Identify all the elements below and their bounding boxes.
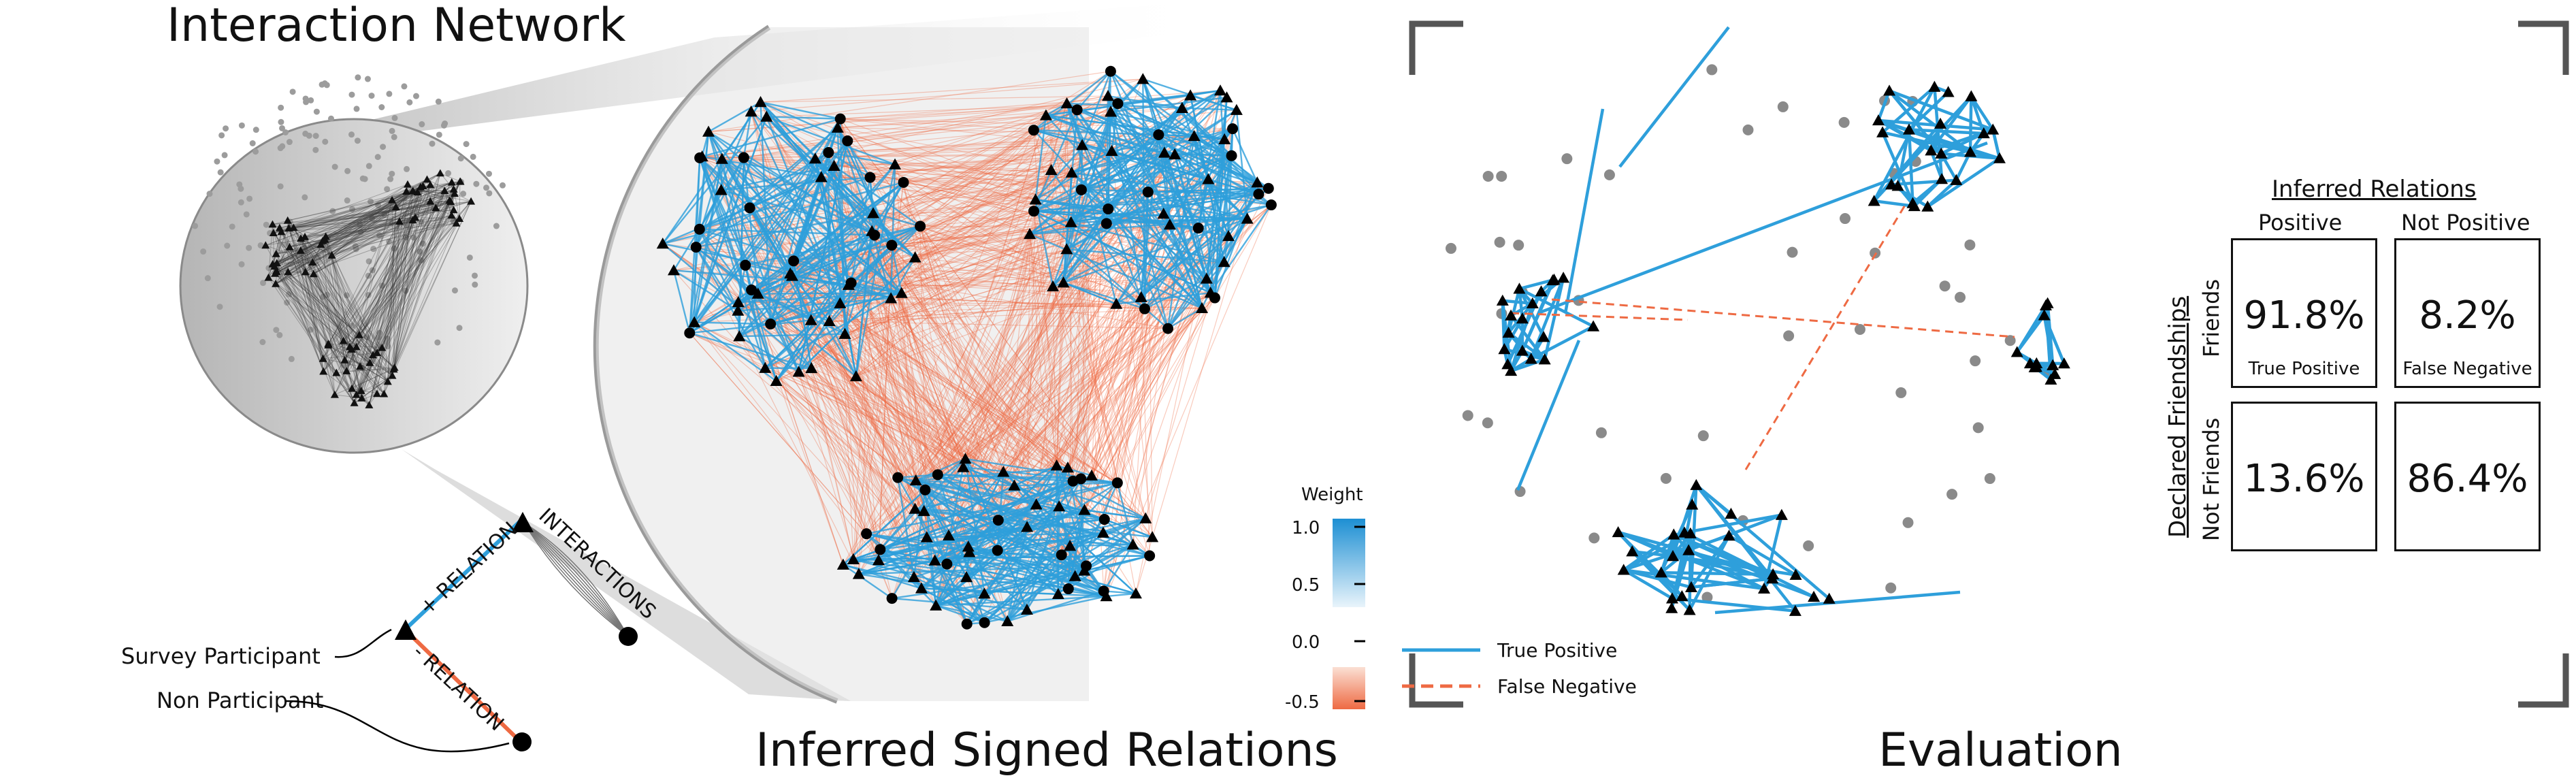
- matrix-col-positive: Positive: [2258, 210, 2343, 236]
- matrix-cell-true-positive: 91.8% True Positive: [2231, 238, 2377, 388]
- interaction-network-graph: [179, 74, 529, 454]
- evaluation-frame: [1409, 20, 2569, 708]
- weight-tick-05: 0.5: [1292, 575, 1320, 596]
- survey-participant-triangle: [395, 619, 417, 640]
- matrix-top-title: Inferred Relations: [2272, 176, 2477, 203]
- inferred-network-graph: [593, 25, 1277, 704]
- matrix-cell-not-friends-not-positive: 86.4%: [2394, 402, 2541, 551]
- weight-legend: Weight 1.0 0.5 0.0 -0.5: [1285, 485, 1365, 713]
- interaction-node-circle: [619, 627, 638, 646]
- matrix-cell-not-friends-positive: 13.6%: [2231, 402, 2377, 551]
- legend-true-positive: True Positive: [1497, 639, 1617, 662]
- survey-arrow: [334, 628, 392, 658]
- inferred-signed-relations-title: Inferred Signed Relations: [755, 724, 1338, 777]
- tp-label: True Positive: [2248, 359, 2360, 379]
- tp-value: 91.8%: [2243, 293, 2365, 338]
- matrix-row-not-friends: Not Friends: [2198, 417, 2224, 541]
- tn-value: 86.4%: [2407, 457, 2528, 501]
- fp-value: 13.6%: [2243, 457, 2365, 501]
- non-participant-arrow: [285, 700, 510, 753]
- weight-tick-0: 0.0: [1292, 632, 1320, 653]
- fn-value: 8.2%: [2419, 293, 2516, 338]
- interaction-network-title: Interaction Network: [167, 0, 626, 52]
- non-participant-label: Non Participant: [157, 687, 323, 713]
- matrix-row-friends: Friends: [2198, 278, 2224, 357]
- evaluation-legend: True Positive False Negative: [1402, 639, 1637, 698]
- weight-tick-1: 1.0: [1292, 518, 1320, 538]
- evaluation-title: Evaluation: [1878, 724, 2123, 777]
- weight-legend-title: Weight: [1301, 485, 1363, 505]
- top-participant-triangle: [512, 512, 534, 532]
- positive-relation-label: + RELATION: [415, 517, 523, 620]
- matrix-side-title: Declared Friendships: [2164, 295, 2191, 538]
- survey-participant-label: Survey Participant: [121, 643, 321, 669]
- relation-schematic: + RELATION - RELATION INTERACTIONS Surve…: [121, 504, 660, 753]
- matrix-cell-false-negative: 8.2% False Negative: [2394, 238, 2541, 388]
- negative-relation-label: - RELATION: [408, 640, 508, 736]
- legend-false-negative: False Negative: [1497, 675, 1637, 698]
- matrix-col-not-positive: Not Positive: [2401, 210, 2530, 236]
- weight-tick-neg05: -0.5: [1285, 692, 1320, 713]
- evaluation-network: [1445, 26, 2070, 616]
- fn-label: False Negative: [2402, 359, 2532, 379]
- non-participant-circle: [512, 732, 532, 751]
